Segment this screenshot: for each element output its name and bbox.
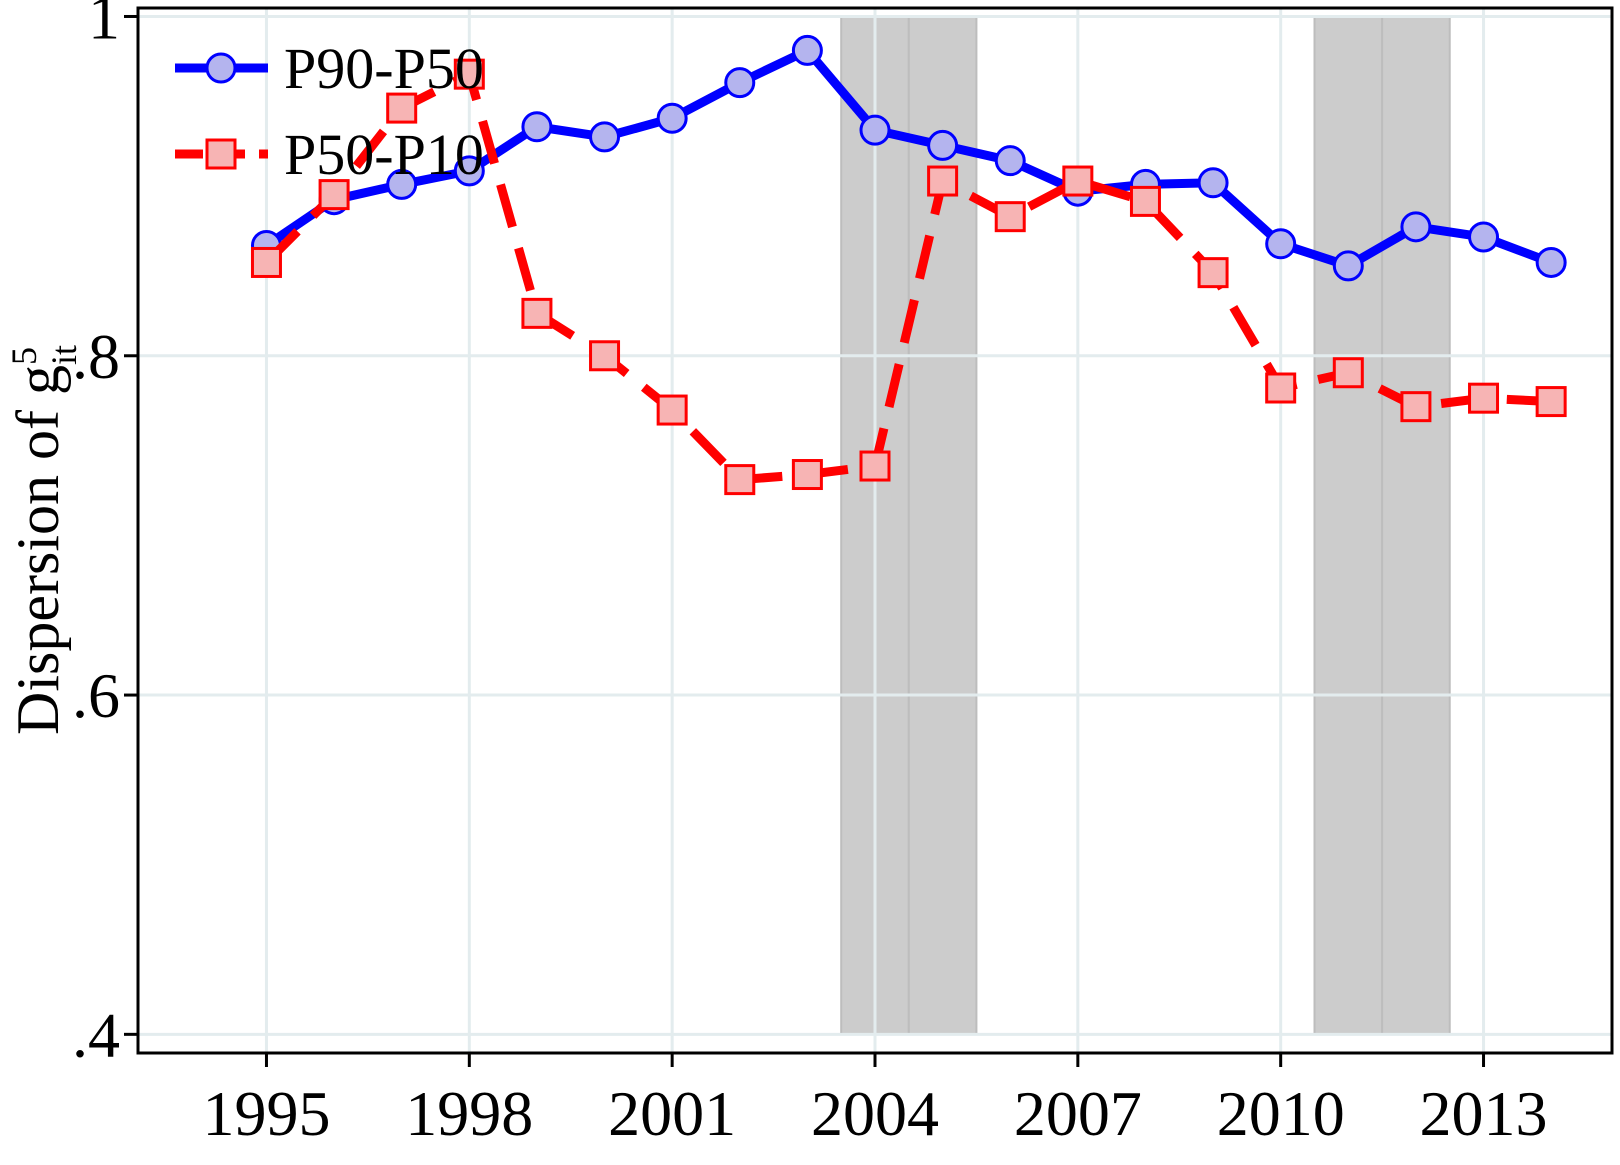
- data-point: [927, 129, 959, 161]
- y-axis-title-superscript: 5: [4, 347, 44, 365]
- legend-label: P50-P10: [284, 122, 484, 187]
- y-axis-title-subscript: it: [44, 345, 84, 365]
- data-point: [521, 111, 553, 143]
- data-point: [1332, 250, 1364, 282]
- data-point: [724, 464, 756, 496]
- shaded-regions: [840, 15, 1451, 1036]
- x-tick-label: 2010: [1217, 1078, 1345, 1149]
- data-point: [589, 121, 621, 153]
- data-point: [1535, 246, 1567, 278]
- y-tick-label: .4: [72, 999, 120, 1070]
- series-layer: [250, 34, 1567, 496]
- data-point: [318, 179, 350, 211]
- data-point: [994, 201, 1026, 233]
- data-point: [386, 92, 418, 124]
- data-point: [1468, 221, 1500, 253]
- data-point: [1129, 185, 1161, 217]
- series-p50-p10: [250, 58, 1567, 496]
- data-point: [1265, 228, 1297, 260]
- x-tick-label: 1998: [405, 1078, 533, 1149]
- data-point: [250, 246, 282, 278]
- data-point: [1197, 257, 1229, 289]
- data-point: [1468, 382, 1500, 414]
- data-point: [589, 340, 621, 372]
- data-point: [521, 297, 553, 329]
- data-point: [1197, 167, 1229, 199]
- data-point: [1400, 391, 1432, 423]
- shaded-region: [1381, 15, 1451, 1036]
- y-tick-label: .6: [72, 660, 120, 731]
- data-point: [453, 58, 485, 90]
- data-point: [927, 165, 959, 197]
- data-point: [656, 394, 688, 426]
- legend-marker: [205, 138, 237, 170]
- x-tick-label: 2013: [1420, 1078, 1548, 1149]
- y-axis-title: Dispersion of g5it: [4, 345, 84, 735]
- data-point: [791, 34, 823, 66]
- data-point: [859, 450, 891, 482]
- data-point: [994, 145, 1026, 177]
- x-tick-label: 2004: [811, 1078, 939, 1149]
- data-point: [1062, 165, 1094, 197]
- y-tick-label: .8: [72, 321, 120, 392]
- data-point: [791, 459, 823, 491]
- x-tick-label: 2001: [608, 1078, 736, 1149]
- x-tick-label: 2007: [1014, 1078, 1142, 1149]
- data-point: [453, 155, 485, 187]
- data-point: [1332, 357, 1364, 389]
- axis-ticks: .4 .6 .8 1 1995 1998 2001 2004 2007 2010 2013: [72, 0, 1548, 1149]
- shaded-region: [1313, 15, 1384, 1036]
- data-point: [859, 114, 891, 146]
- legend-label: P90-P50: [284, 36, 484, 101]
- legend-marker: [205, 52, 237, 84]
- data-point: [724, 67, 756, 99]
- data-point: [1265, 372, 1297, 404]
- data-point: [1400, 211, 1432, 243]
- data-point: [386, 168, 418, 200]
- data-point: [1535, 386, 1567, 418]
- legend: P90-P50 P50-P10: [175, 36, 484, 187]
- data-point: [656, 102, 688, 134]
- x-tick-label: 1995: [202, 1078, 330, 1149]
- y-tick-label: 1: [88, 0, 120, 52]
